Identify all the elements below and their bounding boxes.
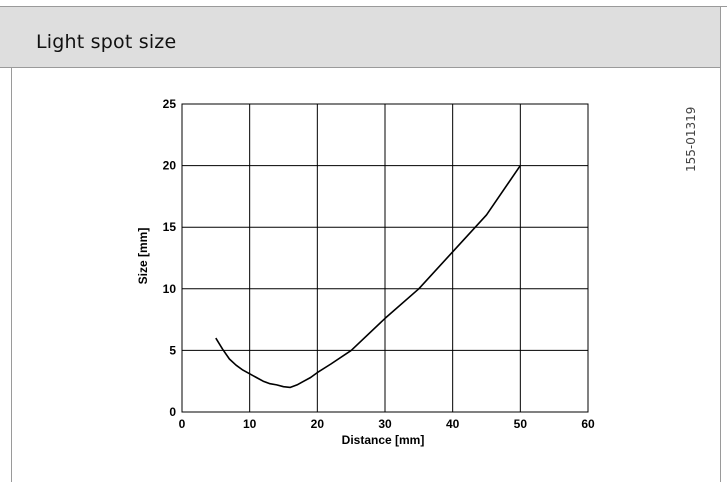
y-tick-label: 20 [163, 159, 177, 173]
x-tick-label: 30 [378, 417, 392, 431]
chart-tick-labels: 0 10 20 30 40 50 60 0 5 10 15 20 25 [163, 97, 595, 431]
series-line [215, 165, 521, 389]
figure-title: Light spot size [36, 31, 177, 53]
x-tick-label: 20 [311, 417, 325, 431]
left-border [11, 68, 12, 482]
chart-series [215, 165, 521, 389]
x-axis-title: Distance [mm] [342, 433, 425, 447]
x-tick-label: 10 [243, 417, 257, 431]
y-tick-label: 10 [163, 282, 177, 296]
right-border [720, 7, 721, 482]
chart-grid [181, 103, 589, 413]
y-tick-label: 15 [163, 220, 177, 234]
y-tick-label: 5 [169, 343, 176, 357]
figure-header: Light spot size [0, 7, 720, 68]
y-tick-label: 0 [169, 405, 176, 419]
x-tick-label: 60 [581, 417, 595, 431]
y-axis-title: Size [mm] [136, 228, 150, 285]
x-tick-label: 0 [179, 417, 186, 431]
y-tick-label: 25 [163, 97, 177, 111]
x-tick-label: 40 [446, 417, 460, 431]
top-border [0, 6, 727, 7]
x-tick-label: 50 [514, 417, 528, 431]
